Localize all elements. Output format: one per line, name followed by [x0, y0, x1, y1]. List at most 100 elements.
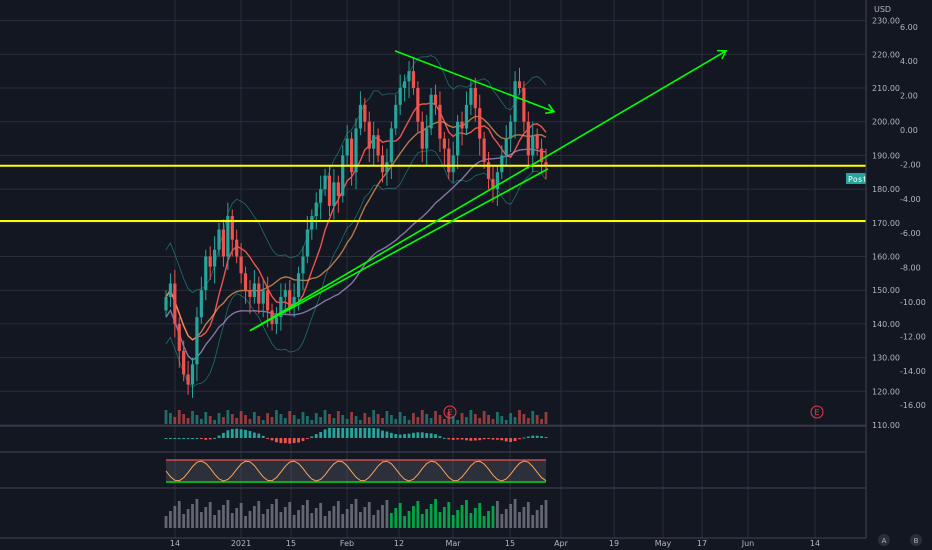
macd-bar: [531, 435, 535, 438]
macd-bar: [314, 434, 318, 438]
earnings-label: E: [447, 408, 452, 417]
candle-body: [173, 283, 177, 324]
vo-bar: [244, 516, 247, 528]
time-tick-label: 17: [697, 539, 707, 548]
candle-body: [208, 256, 212, 267]
candle-body: [425, 128, 429, 149]
volume-bar: [518, 410, 521, 424]
vo-bar: [297, 510, 300, 528]
macd-bar: [173, 438, 177, 439]
macd-bar: [323, 429, 327, 438]
macd-bar: [230, 429, 234, 438]
macd-bar: [195, 438, 199, 439]
vo-bar: [336, 501, 340, 528]
volume-bar: [398, 412, 402, 424]
trendlines[interactable]: [249, 49, 728, 332]
candle-body: [491, 178, 495, 190]
macd-bar: [416, 432, 420, 438]
candle-body: [438, 104, 442, 139]
volume-bar: [456, 420, 460, 424]
macd-bar: [522, 437, 526, 439]
volume-bar: [310, 420, 314, 424]
trendline: [249, 50, 727, 332]
macd-bar: [420, 432, 424, 438]
indicator-tick-label: -16.00: [900, 401, 926, 410]
vo-bar: [456, 510, 460, 528]
macd-bar: [350, 428, 353, 438]
candle-body: [190, 364, 195, 385]
indicator-tick-label: -6.00: [900, 229, 921, 238]
vo-bar: [341, 514, 345, 528]
vo-bar: [213, 515, 217, 528]
candle-body: [235, 239, 239, 257]
macd-bar: [213, 437, 217, 439]
macd-bar: [442, 437, 446, 439]
macd-bar: [434, 434, 437, 438]
macd-bar: [275, 438, 278, 443]
volume-bar: [345, 419, 349, 424]
vo-bar: [412, 506, 415, 528]
time-tick-label: May: [655, 539, 672, 548]
macd-bar: [235, 428, 239, 438]
trendline: [394, 50, 555, 113]
price-tick-label: 130.00: [872, 354, 900, 363]
vo-bar: [420, 514, 424, 528]
volume-bars: [164, 410, 548, 424]
indicator-tick-label: -14.00: [900, 367, 926, 376]
vo-bar: [522, 507, 526, 528]
vo-bar: [513, 499, 517, 528]
candle-body: [248, 290, 252, 297]
volume-bar: [354, 416, 358, 424]
macd-bar: [495, 438, 499, 440]
volume-bar: [257, 416, 261, 424]
volume-bar: [513, 417, 517, 424]
candle-body: [460, 121, 464, 129]
volume-bar: [381, 418, 384, 424]
candle-body: [376, 135, 380, 156]
time-tick-label: 14: [170, 539, 180, 548]
log-scale-button[interactable]: [910, 534, 922, 546]
macd-bar: [288, 438, 292, 444]
candle-body: [164, 296, 168, 311]
volume-bar: [473, 414, 477, 424]
indicator-tick-label: 0.00: [900, 126, 918, 135]
candle-body: [473, 88, 477, 109]
macd-bar: [482, 438, 486, 440]
vo-bar: [438, 512, 442, 528]
vo-bar: [222, 505, 225, 528]
volume-bar: [359, 420, 362, 424]
volume-bar: [469, 410, 473, 424]
ma-mid: [165, 115, 547, 341]
time-tick-label: Mar: [445, 539, 461, 548]
vo-bar: [257, 501, 261, 528]
auto-scale-button[interactable]: [878, 534, 890, 546]
candle-body: [332, 182, 336, 206]
volume-bar: [305, 416, 309, 424]
vo-bar: [398, 503, 402, 528]
volume-bar: [442, 419, 446, 424]
volume-bar: [478, 418, 482, 424]
macd-bar: [354, 428, 358, 438]
volume-bar: [248, 419, 252, 424]
macd-bar: [363, 428, 367, 438]
vo-bar: [288, 502, 292, 528]
vo-bar: [279, 512, 283, 528]
price-tick-label: 220.00: [872, 50, 900, 59]
vo-bar: [239, 503, 243, 528]
stoch-line: [165, 460, 547, 482]
volume-bar: [425, 414, 429, 424]
vo-bar: [376, 510, 380, 528]
candle-body: [239, 256, 243, 274]
volume-bar: [226, 410, 230, 424]
macd-bar: [169, 438, 172, 439]
volume-bar: [328, 414, 331, 424]
volume-bar: [482, 411, 486, 424]
volume-bar: [177, 410, 181, 424]
candle-body: [266, 290, 270, 311]
candle-body: [226, 216, 230, 257]
volume-bar: [301, 412, 305, 424]
vo-bar: [535, 510, 539, 528]
volume-bar: [385, 411, 389, 424]
vo-bar: [310, 513, 314, 528]
